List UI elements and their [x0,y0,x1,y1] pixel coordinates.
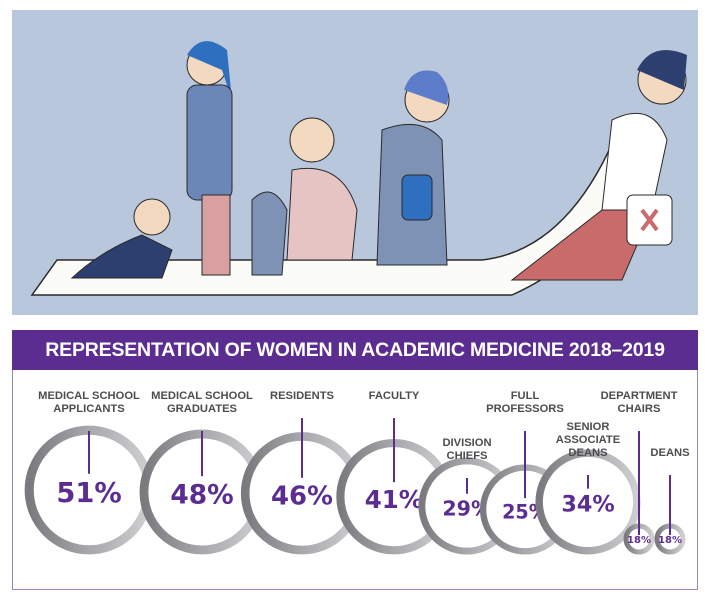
baby-figure [70,198,173,279]
old-woman-figure [376,70,450,266]
header-illustration [12,10,698,315]
old-man-figure [251,117,358,276]
chart-title: REPRESENTATION OF WOMEN IN ACADEMIC MEDI… [45,338,665,361]
illustration-people-on-paper [12,10,698,315]
doctor-figure [510,50,687,281]
chart-title-banner: REPRESENTATION OF WOMEN IN ACADEMIC MEDI… [12,330,698,370]
coughing-woman-figure [186,41,233,276]
